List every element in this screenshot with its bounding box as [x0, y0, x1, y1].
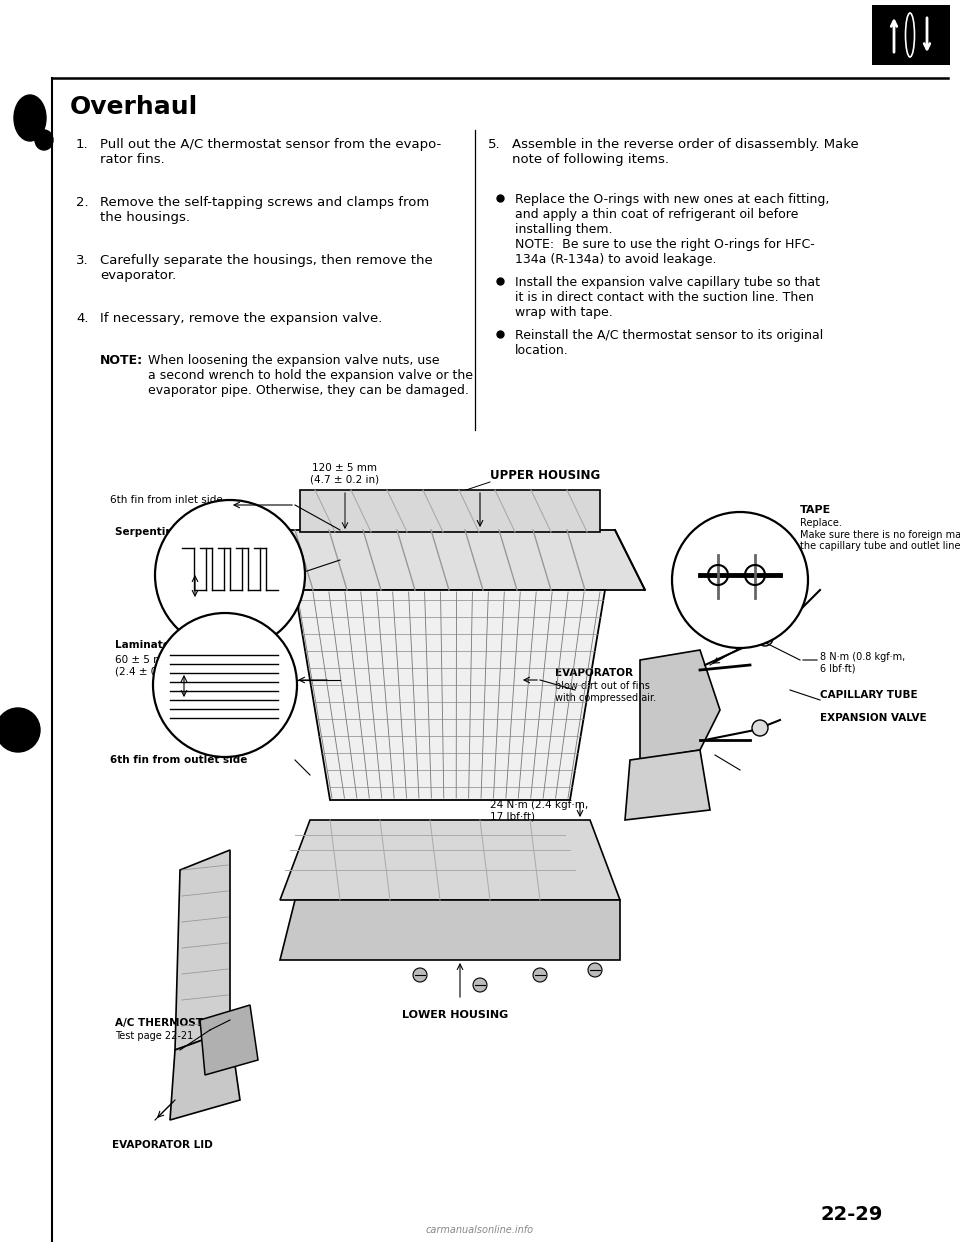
Polygon shape	[170, 1030, 240, 1120]
Text: Laminate type:: Laminate type:	[115, 640, 204, 650]
Text: Replace the O-rings with new ones at each fitting,
and apply a thin coat of refr: Replace the O-rings with new ones at eac…	[515, 193, 829, 266]
Text: EXPANSION VALVE: EXPANSION VALVE	[820, 713, 926, 723]
Circle shape	[533, 968, 547, 982]
Circle shape	[155, 501, 305, 650]
Circle shape	[757, 630, 773, 646]
Text: Install the expansion valve capillary tube so that
it is in direct contact with : Install the expansion valve capillary tu…	[515, 276, 820, 319]
Text: TAPE: TAPE	[800, 505, 831, 515]
Text: Replace.
Make sure there is no foreign matter stuck between
the capillary tube a: Replace. Make sure there is no foreign m…	[800, 518, 960, 551]
Text: UPPER HOUSING: UPPER HOUSING	[490, 469, 600, 482]
Text: Overhaul: Overhaul	[70, 94, 199, 119]
Text: Pull out the A/C thermostat sensor from the evapo-
rator fins.: Pull out the A/C thermostat sensor from …	[100, 138, 442, 166]
Polygon shape	[295, 590, 605, 800]
Bar	[300, 491, 600, 532]
Circle shape	[413, 968, 427, 982]
Text: EVAPORATOR: EVAPORATOR	[555, 668, 633, 678]
Text: 3.: 3.	[76, 255, 88, 267]
Circle shape	[0, 708, 40, 751]
Text: EVAPORATOR LID: EVAPORATOR LID	[112, 1140, 213, 1150]
Text: carmanualsonline.info: carmanualsonline.info	[426, 1225, 534, 1235]
Text: LOWER HOUSING: LOWER HOUSING	[402, 1010, 508, 1020]
Text: 1.: 1.	[76, 138, 88, 152]
Text: 6th fin from outlet side: 6th fin from outlet side	[110, 755, 248, 765]
Text: 24 N·m (2.4 kgf·m,
17 lbf·ft): 24 N·m (2.4 kgf·m, 17 lbf·ft)	[490, 800, 588, 822]
Text: Reinstall the A/C thermostat sensor to its original
location.: Reinstall the A/C thermostat sensor to i…	[515, 329, 824, 356]
Circle shape	[752, 720, 768, 737]
Text: A/C THERMOSTAT: A/C THERMOSTAT	[115, 1018, 217, 1028]
Text: 6th fin from inlet side: 6th fin from inlet side	[110, 496, 223, 505]
Circle shape	[153, 614, 297, 758]
Polygon shape	[200, 1005, 258, 1076]
Text: Test page 22-21: Test page 22-21	[115, 1031, 193, 1041]
Text: Remove the self-tapping screws and clamps from
the housings.: Remove the self-tapping screws and clamp…	[100, 196, 429, 224]
Text: Carefully separate the housings, then remove the
evaporator.: Carefully separate the housings, then re…	[100, 255, 433, 282]
Polygon shape	[280, 820, 620, 900]
Text: Serpentine type:: Serpentine type:	[115, 527, 214, 537]
Ellipse shape	[35, 130, 53, 150]
Text: 5.: 5.	[488, 138, 500, 152]
Circle shape	[672, 512, 808, 648]
Polygon shape	[175, 850, 230, 1049]
Text: blow dirt out of fins
with compressed air.: blow dirt out of fins with compressed ai…	[555, 681, 656, 703]
Text: 8 N·m (0.8 kgf·m,
6 lbf·ft): 8 N·m (0.8 kgf·m, 6 lbf·ft)	[820, 652, 905, 673]
Polygon shape	[625, 750, 710, 820]
Text: 4.: 4.	[76, 312, 88, 325]
Circle shape	[473, 977, 487, 992]
Text: 60 ± 5 mm
(2.4 ± 0.2 in): 60 ± 5 mm (2.4 ± 0.2 in)	[115, 655, 184, 677]
Text: 2.: 2.	[76, 196, 88, 209]
Polygon shape	[640, 650, 720, 760]
Circle shape	[588, 963, 602, 977]
Polygon shape	[280, 900, 620, 960]
Text: If necessary, remove the expansion valve.: If necessary, remove the expansion valve…	[100, 312, 382, 325]
Text: 120 ± 5 mm
(4.7 ± 0.2 in): 120 ± 5 mm (4.7 ± 0.2 in)	[310, 463, 379, 484]
Text: 22-29: 22-29	[820, 1205, 882, 1225]
Text: Assemble in the reverse order of disassembly. Make
note of following items.: Assemble in the reverse order of disasse…	[512, 138, 859, 166]
Polygon shape	[255, 530, 645, 590]
Ellipse shape	[14, 94, 46, 142]
Text: NOTE:: NOTE:	[100, 354, 143, 366]
Text: CAPILLARY TUBE: CAPILLARY TUBE	[820, 691, 918, 700]
Bar	[872, 5, 950, 65]
Text: When loosening the expansion valve nuts, use
a second wrench to hold the expansi: When loosening the expansion valve nuts,…	[148, 354, 473, 397]
